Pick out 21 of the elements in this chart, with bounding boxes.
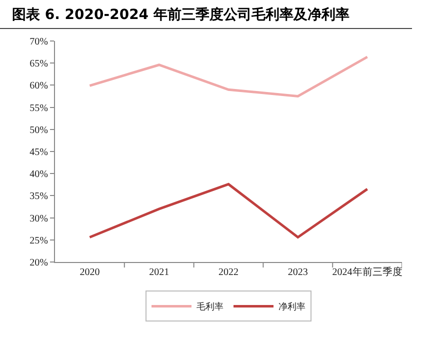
y-tick-label: 25% <box>30 235 48 246</box>
line-series <box>88 56 369 98</box>
y-tick-label: 50% <box>30 124 48 136</box>
x-tick-label: 2021 <box>149 267 170 278</box>
y-tick-label: 40% <box>30 169 48 180</box>
y-tick-label: 55% <box>30 102 48 114</box>
legend-label: 毛利率 <box>196 302 224 313</box>
y-tick-label: 70% <box>30 36 48 48</box>
y-tick-label: 30% <box>30 213 48 224</box>
y-tick-label: 20% <box>30 258 48 268</box>
legend-label: 净利率 <box>278 302 306 313</box>
y-tick-label: 35% <box>30 191 48 202</box>
x-tick-label: 2023 <box>288 267 308 278</box>
x-tick-label: 2024年前三季度 <box>332 266 402 278</box>
x-tick-label: 2020 <box>80 267 100 278</box>
x-tick-label: 2022 <box>218 267 238 278</box>
y-tick-label: 45% <box>30 147 48 158</box>
line-series <box>88 182 369 238</box>
y-tick-label: 65% <box>30 58 48 70</box>
y-tick-label: 60% <box>30 80 48 92</box>
chart-title: 图表 6. 2020-2024 年前三季度公司毛利率及净利率 <box>0 0 412 29</box>
